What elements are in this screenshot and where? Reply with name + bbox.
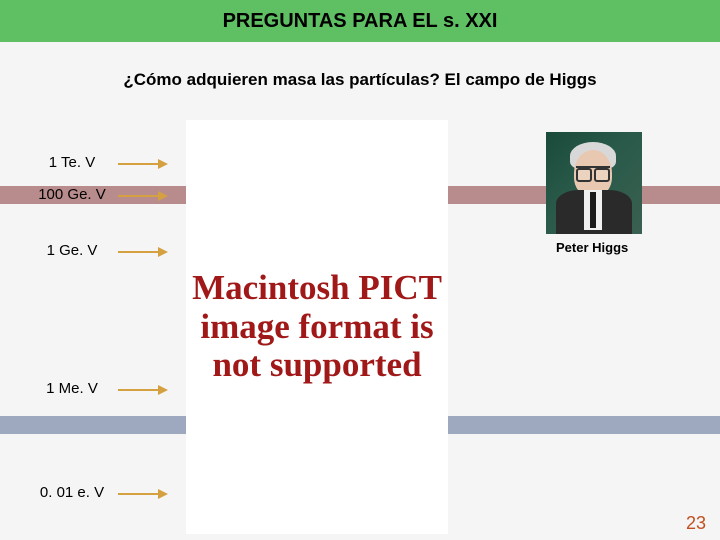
pict-placeholder: Macintosh PICT image format is not suppo…	[186, 120, 448, 534]
scale-label: 1 Ge. V	[32, 242, 112, 259]
title-band: PREGUNTAS PARA EL s. XXI	[0, 0, 720, 42]
peter-higgs-photo	[546, 132, 642, 234]
arrow-icon	[118, 163, 166, 165]
page-title: PREGUNTAS PARA EL s. XXI	[223, 10, 498, 33]
arrow-icon	[118, 493, 166, 495]
arrow-icon	[118, 389, 166, 391]
scale-label: 100 Ge. V	[32, 186, 112, 203]
scale-label: 1 Me. V	[32, 380, 112, 397]
page-number: 23	[686, 513, 706, 534]
photo-caption: Peter Higgs	[556, 240, 628, 255]
pict-text: Macintosh PICT image format is not suppo…	[186, 269, 448, 385]
arrow-icon	[118, 251, 166, 253]
scale-label: 1 Te. V	[32, 154, 112, 171]
scale-label: 0. 01 e. V	[32, 484, 112, 501]
subtitle: ¿Cómo adquieren masa las partículas? El …	[0, 70, 720, 90]
arrow-icon	[118, 195, 166, 197]
